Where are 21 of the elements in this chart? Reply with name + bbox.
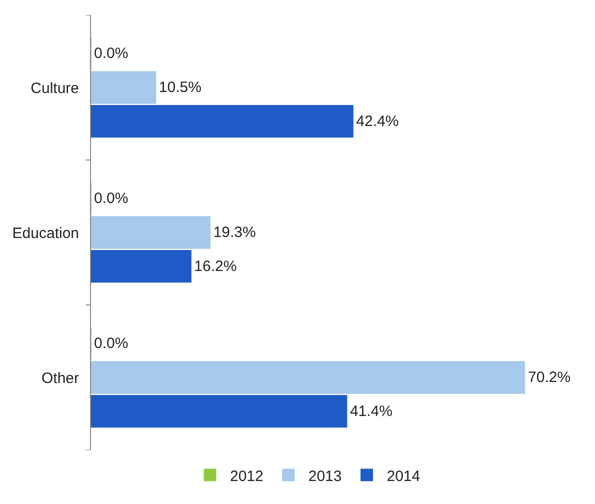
data-label: 41.4% <box>350 402 392 420</box>
bar <box>91 71 156 104</box>
bar <box>91 361 525 394</box>
bar <box>91 216 211 249</box>
data-label: 42.4% <box>356 112 399 130</box>
legend-label: 2014 <box>386 468 420 485</box>
data-label: 16.2% <box>194 258 237 275</box>
data-label: 19.3% <box>213 224 256 241</box>
bar <box>91 250 192 283</box>
y-tick-label: Culture <box>30 80 79 97</box>
legend-label: 2013 <box>308 468 342 485</box>
data-label: 70.2% <box>528 369 571 386</box>
data-label: 10.5% <box>158 79 202 96</box>
data-label: 0.0% <box>94 45 128 62</box>
data-label: 0.0% <box>94 335 128 352</box>
data-label: 0.0% <box>94 190 128 208</box>
y-tick-label: Education <box>12 224 79 242</box>
y-tick-label: Other <box>41 370 80 387</box>
bar <box>91 395 348 428</box>
legend-label: 2012 <box>230 468 264 485</box>
bar <box>91 105 354 138</box>
